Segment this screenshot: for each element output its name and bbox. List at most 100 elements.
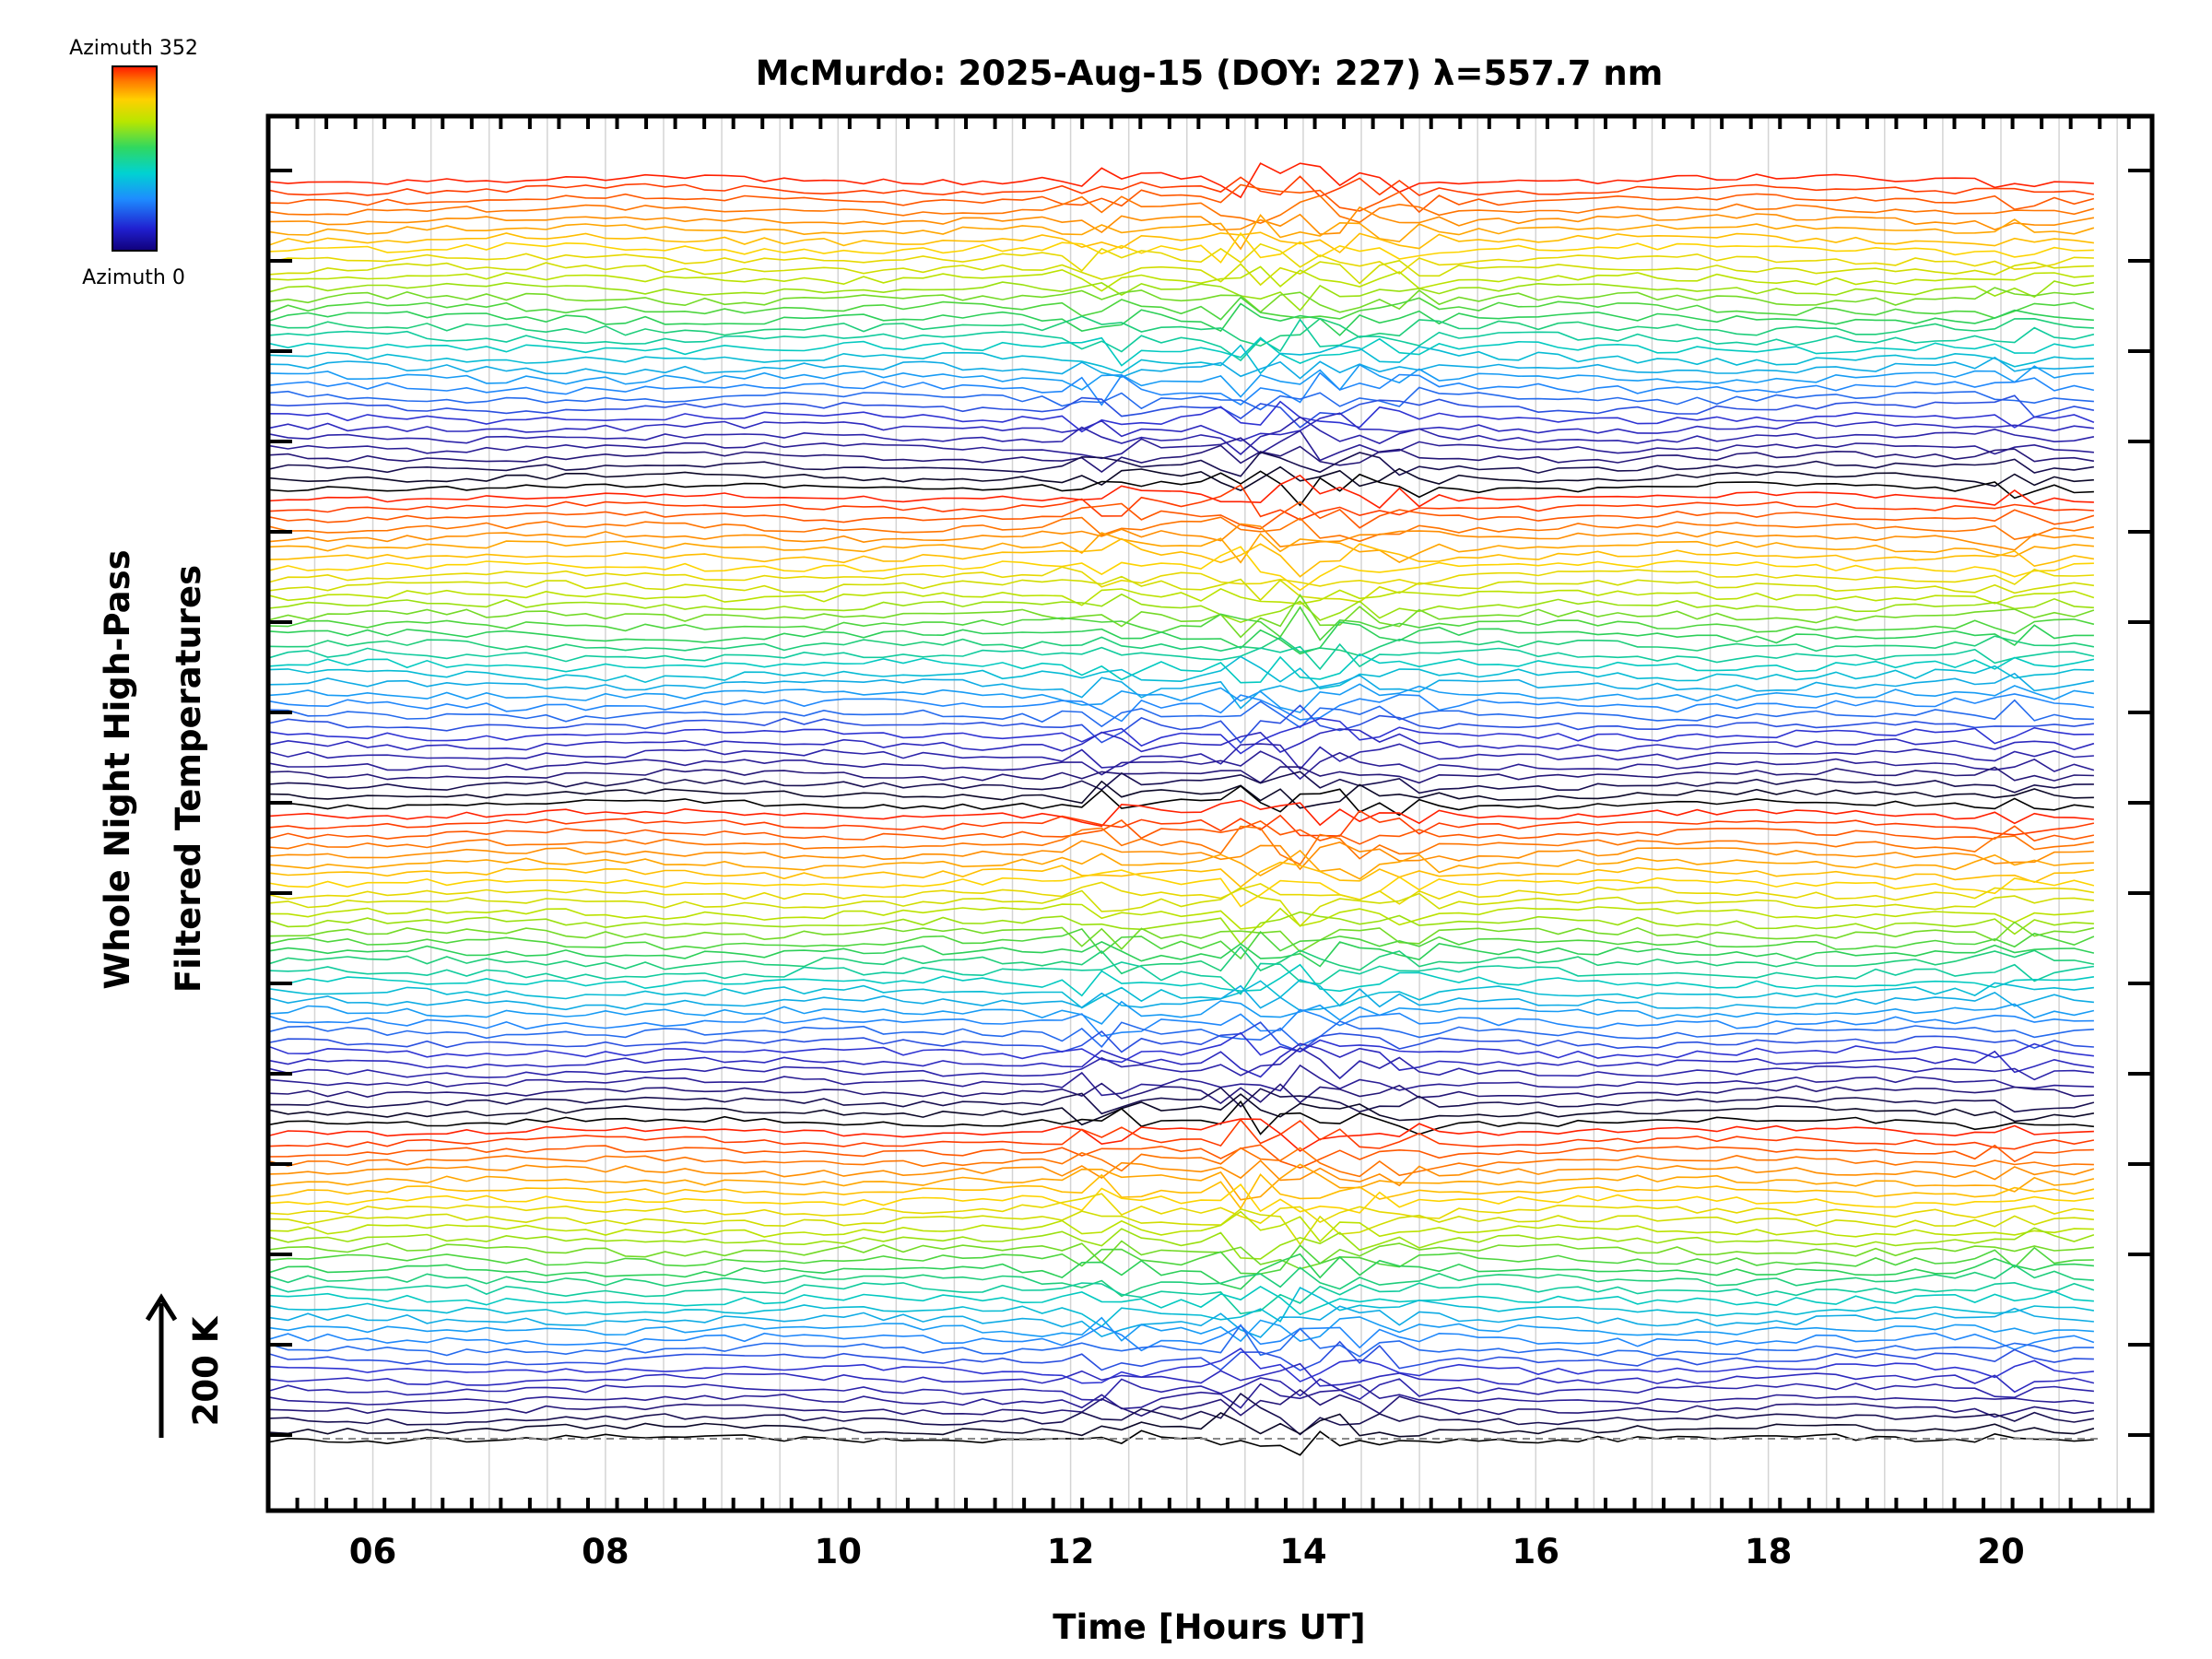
- series-line: [268, 799, 2094, 828]
- colorbar-gradient: [112, 65, 158, 252]
- series-line: [268, 903, 2095, 930]
- series-line: [268, 206, 2095, 235]
- x-tick-label: 14: [1279, 1532, 1327, 1571]
- series-line: [268, 672, 2095, 710]
- series-line: [268, 849, 2094, 880]
- series-line: [268, 945, 2095, 975]
- series-line: [268, 1159, 2095, 1187]
- series-line: [268, 336, 2095, 367]
- colorbar-top-label: Azimuth 352: [69, 37, 198, 60]
- series-line: [268, 575, 2095, 603]
- series-line: [268, 1193, 2094, 1224]
- colorbar: Azimuth 352 Azimuth 0: [69, 37, 198, 289]
- scale-label: 200 K: [186, 1315, 226, 1426]
- series-line: [268, 963, 2095, 997]
- series-line: [268, 840, 2094, 871]
- series-line: [268, 653, 2095, 684]
- series-line: [268, 861, 2095, 888]
- series-line: [268, 344, 2094, 375]
- y-axis-label-line2: Filtered Temperatures: [169, 565, 208, 993]
- series-line: [268, 412, 2094, 442]
- series-line: [268, 766, 2094, 784]
- series-group: [268, 162, 2095, 1456]
- series-line: [268, 1281, 2095, 1315]
- series-line: [268, 941, 2095, 968]
- series-line: [268, 1286, 2095, 1328]
- series-line: [268, 984, 2094, 1012]
- series-line: [268, 484, 2094, 521]
- series-line: [268, 621, 2094, 655]
- series-line: [268, 363, 2094, 398]
- series-line: [268, 1324, 2095, 1352]
- x-tick-label: 16: [1512, 1532, 1560, 1571]
- y-axis-label-line1: Whole Night High-Pass: [98, 549, 137, 989]
- x-tick-label: 08: [582, 1532, 629, 1571]
- series-line: [268, 771, 2094, 794]
- x-tick-label: 20: [1977, 1532, 2025, 1571]
- series-line: [268, 1244, 2094, 1275]
- chart-title: McMurdo: 2025-Aug-15 (DOY: 227) λ=557.7 …: [756, 53, 1664, 93]
- series-line: [268, 594, 2095, 639]
- series-line: [268, 1144, 2094, 1169]
- series-line: [268, 162, 2094, 199]
- x-tick-label: 06: [349, 1532, 397, 1571]
- series-line: [268, 1316, 2094, 1343]
- series-line: [268, 1100, 2094, 1135]
- series-line: [268, 259, 2094, 287]
- series-line: [268, 635, 2095, 657]
- series-line: [268, 516, 2095, 543]
- series-line: [268, 287, 2094, 313]
- series-line: [268, 1253, 2094, 1290]
- series-line: [268, 1183, 2095, 1214]
- series-line: [268, 642, 2095, 671]
- series-line: [268, 809, 2095, 837]
- series-line: [268, 280, 2095, 312]
- series-line: [268, 1021, 2094, 1053]
- series-line: [268, 400, 2095, 433]
- series-line: [268, 315, 2094, 347]
- series-line: [268, 470, 2094, 507]
- series-line: [268, 819, 2095, 845]
- series-line: [268, 1173, 2095, 1210]
- series-line: [268, 717, 2094, 755]
- series-line: [268, 175, 2095, 198]
- series-line: [268, 1285, 2094, 1316]
- series-line: [268, 1240, 2094, 1270]
- series-line: [268, 1031, 2094, 1064]
- series-line: [268, 825, 2095, 865]
- series-line: [268, 183, 2095, 214]
- series-line: [268, 1305, 2094, 1338]
- series-line: [268, 213, 2095, 251]
- series-line: [268, 1087, 2095, 1115]
- series-line: [268, 1382, 2095, 1410]
- series-line: [268, 911, 2094, 946]
- series-line: [268, 1412, 2095, 1438]
- series-line: [268, 1047, 2094, 1081]
- series-line: [268, 683, 2095, 713]
- series-line: [268, 444, 2095, 473]
- series-line: [268, 1064, 2094, 1097]
- series-line: [268, 1147, 2094, 1178]
- series-line: [268, 728, 2095, 753]
- series-line: [268, 296, 2095, 321]
- series-line: [268, 1362, 2095, 1394]
- series-line: [268, 921, 2095, 953]
- colorbar-bottom-label: Azimuth 0: [82, 266, 185, 289]
- x-tick-label: 12: [1047, 1532, 1095, 1571]
- series-line: [268, 318, 2095, 362]
- series-line: [268, 979, 2094, 1009]
- series-line: [268, 1118, 2095, 1150]
- x-axis-label: Time [Hours UT]: [1053, 1607, 1365, 1647]
- series-line: [268, 655, 2094, 689]
- series-line: [268, 416, 2095, 455]
- series-line: [268, 1264, 2094, 1298]
- series-line: [268, 465, 2094, 491]
- series-line: [268, 1000, 2095, 1025]
- series-line: [268, 537, 2095, 578]
- series-line: [268, 887, 2094, 927]
- series-line: [268, 1207, 2094, 1246]
- series-line: [268, 1377, 2094, 1401]
- axis-ticks: [268, 116, 2152, 1511]
- series-line: [268, 429, 2094, 462]
